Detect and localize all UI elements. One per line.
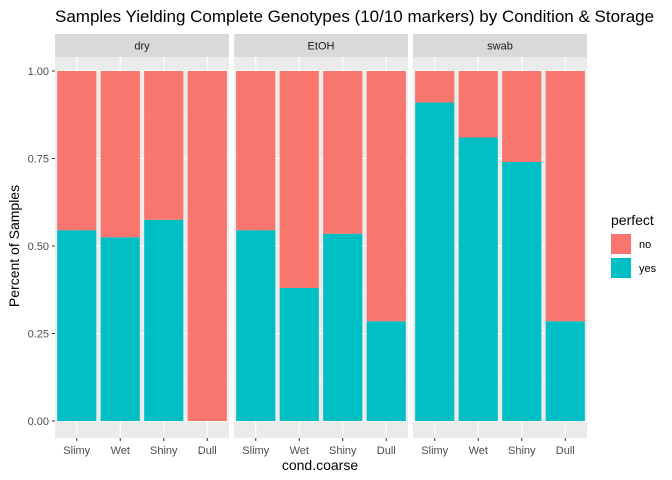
bar-segment-no bbox=[100, 71, 140, 238]
facet-label: EtOH bbox=[308, 41, 335, 53]
facet-panel-dry: dry Slimy Wet Shiny Dull bbox=[55, 34, 229, 457]
x-tick-label: Shiny bbox=[150, 445, 178, 457]
x-tick-label: Wet bbox=[111, 445, 130, 457]
bar-segment-yes bbox=[415, 102, 455, 421]
bar-segment-no bbox=[415, 71, 455, 103]
x-tick-label: Slimy bbox=[242, 445, 269, 457]
bar-segment-yes bbox=[236, 230, 276, 421]
facet-label: dry bbox=[134, 41, 150, 53]
facet-strip bbox=[55, 34, 229, 57]
x-tick-label: Slimy bbox=[421, 445, 448, 457]
y-tick-label: 0.75 bbox=[28, 154, 49, 166]
bar-segment-yes bbox=[57, 230, 97, 421]
facet-panel-swab: swab Slimy Wet Shiny Dull bbox=[413, 34, 587, 457]
legend-title: perfect bbox=[611, 212, 654, 228]
x-tick-label: Dull bbox=[198, 445, 217, 457]
bar-segment-no bbox=[236, 71, 276, 231]
bar-segment-no bbox=[279, 71, 319, 288]
y-tick-label: 0.00 bbox=[28, 416, 49, 428]
facet-label: swab bbox=[487, 41, 513, 53]
legend-key-yes bbox=[611, 258, 631, 278]
bar-segment-yes bbox=[545, 321, 585, 421]
y-axis: 0.00 0.25 0.50 0.75 1.00 bbox=[28, 66, 55, 428]
bar-segment-no bbox=[57, 71, 97, 231]
legend-label: yes bbox=[639, 263, 657, 275]
y-tick-label: 0.50 bbox=[28, 241, 49, 253]
bar-segment-no bbox=[545, 71, 585, 322]
bar-segment-yes bbox=[366, 321, 406, 421]
bar-segment-no bbox=[144, 71, 184, 220]
x-tick-label: Shiny bbox=[508, 445, 536, 457]
x-tick-label: Dull bbox=[377, 445, 396, 457]
x-tick-label: Wet bbox=[290, 445, 309, 457]
y-axis-title: Percent of Samples bbox=[6, 185, 22, 307]
facet-strip bbox=[234, 34, 408, 57]
bar-segment-no bbox=[366, 71, 406, 322]
y-tick-label: 0.25 bbox=[28, 329, 49, 341]
legend-key-no bbox=[611, 234, 631, 254]
bar-segment-no bbox=[458, 71, 498, 138]
bar-segment-yes bbox=[144, 219, 184, 421]
x-tick-label: Slimy bbox=[63, 445, 90, 457]
y-tick-label: 1.00 bbox=[28, 66, 49, 78]
chart-title: Samples Yielding Complete Genotypes (10/… bbox=[55, 7, 654, 26]
legend: perfect no yes bbox=[611, 212, 657, 278]
legend-label: no bbox=[639, 239, 651, 251]
bar-segment-no bbox=[323, 71, 363, 234]
x-tick-label: Wet bbox=[469, 445, 488, 457]
bar-segment-no bbox=[187, 71, 227, 421]
facet-strip bbox=[413, 34, 587, 57]
bar-segment-yes bbox=[502, 162, 542, 421]
bar-segment-yes bbox=[100, 237, 140, 421]
bar-segment-yes bbox=[458, 137, 498, 421]
bar-segment-no bbox=[502, 71, 542, 162]
x-axis-title: cond.coarse bbox=[282, 457, 358, 473]
facet-panel-EtOH: EtOH Slimy Wet Shiny Dull bbox=[234, 34, 408, 457]
bar-segment-yes bbox=[323, 233, 363, 421]
facet-panels: dry Slimy Wet Shiny Dull EtOH Slimy Wet Shiny Dul… bbox=[55, 34, 587, 457]
x-tick-label: Dull bbox=[556, 445, 575, 457]
bar-segment-yes bbox=[279, 288, 319, 421]
x-tick-label: Shiny bbox=[329, 445, 357, 457]
